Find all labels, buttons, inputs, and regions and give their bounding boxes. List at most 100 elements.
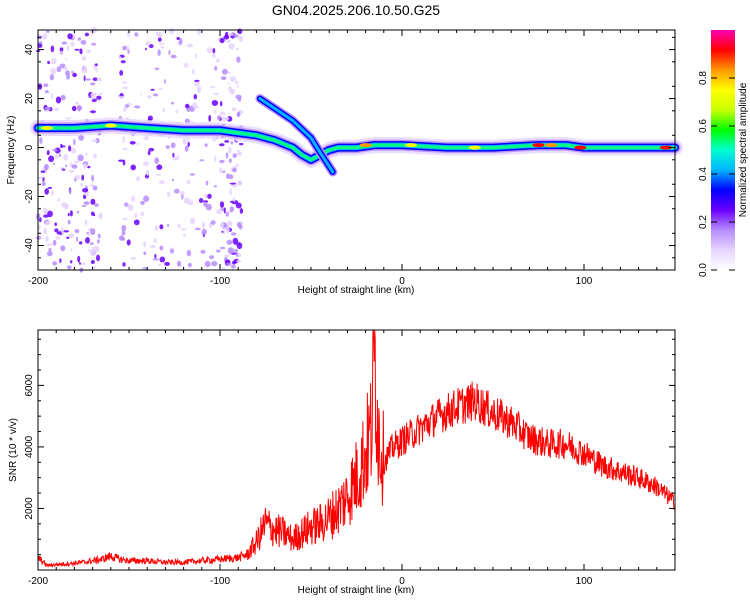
spectrogram-noise-blob	[219, 143, 225, 147]
spectrogram-noise-blob	[71, 164, 78, 169]
spectrogram-noise-blob	[87, 165, 91, 169]
spectrogram-noise-blob	[157, 32, 163, 38]
spectrogram-noise-blob	[232, 153, 237, 158]
spectrogram-noise-blob	[204, 193, 208, 199]
spectrogram-noise-blob	[227, 247, 234, 255]
spectrogram-noise-blob	[177, 223, 181, 229]
spectrogram-noise-blob	[148, 44, 154, 49]
spectrogram-noise-blob	[38, 41, 43, 44]
spectrogram-noise-blob	[228, 158, 232, 163]
spectrogram-noise-blob	[61, 167, 64, 170]
spectrogram-noise-blob	[65, 164, 67, 168]
spectrogram-frame	[37, 29, 676, 271]
spectrogram-noise-blob	[60, 245, 66, 252]
spectrogram-noise-blob	[159, 256, 166, 263]
spectrogram-noise-blob	[63, 230, 70, 233]
spectrogram-noise-blob	[168, 28, 175, 35]
spectrogram-noise-blob	[90, 228, 96, 236]
spectrogram-noise-blob	[121, 225, 127, 232]
spectrogram-noise-blob	[67, 33, 73, 40]
spectrogram-hotspot	[468, 145, 481, 150]
spectrogram-noise-blob	[221, 267, 226, 270]
spectrogram-noise-blob	[78, 262, 82, 265]
spectrogram-noise-blob	[146, 169, 150, 176]
spectrogram-noise-blob	[72, 32, 76, 39]
spectrogram-noise-blob	[87, 49, 91, 52]
spectrogram-noise-blob	[225, 152, 229, 159]
spectrogram-noise-blob	[62, 203, 69, 206]
spectrogram-noise-blob	[217, 115, 222, 120]
spectrogram-noise-blob	[42, 177, 45, 182]
spectrogram-noise-blob	[61, 226, 64, 234]
spectrogram-noise-blob	[60, 94, 66, 101]
spectrogram-noise-blob	[178, 38, 183, 45]
spectrogram-noise-blob	[157, 37, 162, 42]
spectrogram-noise-blob	[81, 262, 86, 266]
spectrogram-noise-blob	[238, 152, 243, 156]
spectrogram-noise-blob	[234, 249, 238, 253]
spectrogram-noise-blob	[165, 145, 170, 149]
spectrogram-noise-blob	[170, 101, 175, 105]
spectrogram-noise-blob	[211, 100, 219, 106]
spectrogram-noise-blob	[39, 137, 43, 144]
spectrogram-noise-blob	[221, 222, 225, 228]
spectrogram-noise-blob	[211, 53, 216, 58]
spectrogram-noise-blob	[58, 153, 62, 157]
spectrogram-noise-blob	[136, 176, 141, 182]
spectrogram-noise-blob	[214, 155, 217, 163]
spectrogram-noise-blob	[219, 167, 223, 174]
spectrogram-noise-blob	[66, 44, 70, 52]
spectrogram-noise-blob	[172, 156, 179, 161]
spectrogram-noise-blob	[228, 146, 232, 154]
snr-frame	[37, 329, 676, 571]
spectrogram-noise-blob	[122, 159, 126, 166]
spectrogram-noise-blob	[170, 54, 177, 59]
spectrogram-noise-blob	[170, 142, 176, 149]
spectrogram-noise-blob	[94, 63, 98, 66]
spectrogram-noise-blob	[154, 157, 159, 165]
spectrogram-noise-blob	[229, 182, 236, 185]
spectrogram-noise-blob	[236, 222, 242, 228]
snr-panel: -200 -100 0 100 2000 4000 6000 Height of stra…	[8, 329, 676, 596]
spectrogram-noise-blob	[81, 56, 87, 61]
spectrogram-noise-blob	[66, 236, 70, 239]
spectrogram-noise-blob	[187, 262, 192, 268]
spectrogram-noise-blob	[48, 155, 55, 163]
spectrogram-noise-blob	[180, 191, 185, 196]
spectrogram-noise-blob	[229, 76, 236, 82]
spectrogram-noise-blob	[136, 142, 140, 145]
spectrogram-noise-blob	[209, 255, 215, 260]
spectrogram-noise-blob	[55, 236, 61, 240]
spectrogram-noise-blob	[159, 87, 163, 91]
spectrogram-noise-blob	[238, 34, 242, 40]
spectrogram-noise-blob	[54, 107, 60, 112]
spectrogram-noise-blob	[142, 161, 149, 166]
spectrogram-noise-blob	[76, 105, 83, 111]
spectrogram-noise-blob	[55, 96, 62, 104]
spectrogram-noise-blob	[89, 242, 94, 246]
spectrogram-hotspot	[574, 145, 587, 150]
spectrogram-noise-blob	[84, 32, 89, 37]
spectrogram-noise-blob	[43, 83, 49, 88]
spectrogram-noise-blob	[92, 77, 98, 81]
spectrogram-noise-blob	[74, 174, 81, 180]
spectrogram-noise-blob	[65, 58, 68, 61]
spectrogram-noise-blob	[216, 208, 223, 215]
spectrogram-noise-blob	[143, 195, 150, 202]
spectrogram-noise-blob	[68, 233, 75, 238]
spectrogram-noise-blob	[52, 162, 56, 165]
spectrogram-noise-blob	[41, 181, 46, 186]
spectrogram-noise-blob	[184, 197, 190, 205]
spectrogram-y-tick-label: 0	[24, 144, 35, 150]
spectrogram-x-axis-label: Height of straight line (km)	[298, 285, 415, 296]
spectrogram-noise-blob	[59, 47, 64, 52]
spectrogram-noise-blob	[213, 185, 217, 188]
spectrogram-hotspot	[659, 145, 672, 150]
colorbar-gradient	[711, 30, 735, 270]
spectrogram-noise-blob	[50, 93, 54, 100]
spectrogram-noise-blob	[59, 63, 66, 69]
spectrogram-hotspot	[104, 123, 117, 128]
spectrogram-noise-blob	[85, 78, 91, 81]
spectrogram-noise-blob	[50, 45, 55, 53]
spectrogram-noise-blob	[85, 237, 90, 244]
